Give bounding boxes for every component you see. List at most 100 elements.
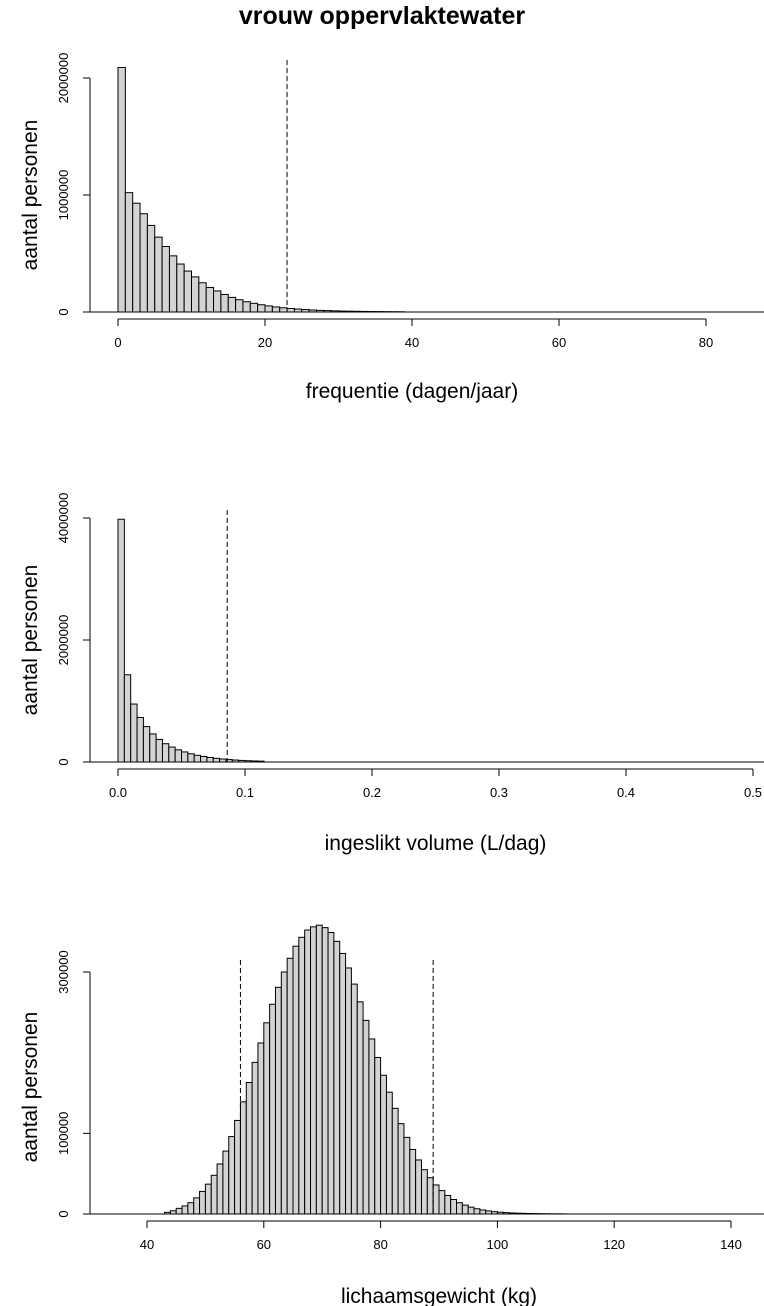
histogram-bar: [415, 1159, 422, 1215]
x-tick-label: 0.0: [109, 785, 127, 800]
histogram-bar: [136, 716, 144, 763]
x-tick-label: 140: [720, 1237, 742, 1252]
x-tick-label: 0.5: [744, 785, 762, 800]
histogram-bar: [315, 924, 323, 1215]
y-tick-label: 4000000: [56, 493, 71, 544]
histogram-bar: [220, 293, 229, 313]
histogram-bar: [204, 1183, 212, 1215]
histogram-bar: [345, 967, 352, 1215]
x-tick-label: 60: [552, 335, 566, 350]
histogram-bar: [161, 743, 170, 763]
histogram-bar: [444, 1194, 452, 1215]
histogram-bar: [187, 1202, 195, 1215]
x-tick-label: 20: [258, 335, 272, 350]
x-axis-title: frequentie (dagen/jaar): [306, 380, 518, 403]
x-tick-label: 100: [487, 1237, 509, 1252]
histogram-bar: [245, 1082, 253, 1215]
histogram-bar: [176, 263, 185, 313]
histogram-bar: [391, 1107, 399, 1215]
x-tick-label: 120: [603, 1237, 625, 1252]
y-axis-title: aantal personen: [19, 120, 42, 271]
histogram-bar: [269, 1003, 276, 1215]
histogram-bar: [200, 756, 208, 763]
histogram-bar: [432, 1184, 440, 1215]
x-tick-label: 40: [405, 335, 419, 350]
histogram-bar: [271, 306, 281, 313]
histogram-bar: [132, 202, 141, 313]
histogram-bar: [239, 1101, 247, 1215]
y-tick-label: 0: [56, 758, 71, 765]
x-tick-label: 80: [699, 335, 713, 350]
x-tick-label: 0: [114, 335, 121, 350]
histogram-bar: [368, 1038, 376, 1215]
histogram-bar: [356, 1001, 364, 1215]
y-tick-label: 100000: [56, 1112, 71, 1155]
histogram-bar: [181, 1205, 189, 1215]
histogram-bar: [473, 1208, 481, 1215]
y-tick-label: 2000000: [56, 615, 71, 666]
y-tick-label: 300000: [56, 950, 71, 993]
histogram-bar: [227, 296, 237, 313]
histogram-bar: [155, 738, 163, 763]
histogram-bar: [479, 1209, 487, 1215]
histogram-bar: [213, 290, 222, 313]
histogram-bar: [146, 224, 156, 313]
histogram-bar: [216, 1163, 224, 1215]
histogram-bar: [274, 986, 282, 1215]
y-tick-label: 0: [56, 308, 71, 315]
histogram-bar: [183, 270, 192, 313]
x-axis-title: ingeslikt volume (L/dag): [325, 832, 547, 855]
histogram-bar: [350, 983, 358, 1215]
histogram-bar: [210, 1174, 218, 1215]
x-tick-label: 0.4: [617, 785, 635, 800]
histogram-bar: [385, 1091, 393, 1215]
histogram-bar: [249, 302, 259, 313]
y-tick-label: 2000000: [56, 53, 71, 104]
histogram-bar: [251, 1061, 259, 1215]
histogram-bar: [206, 756, 214, 763]
x-tick-label: 0.1: [236, 785, 254, 800]
histogram-bar: [117, 66, 126, 313]
histogram-bar: [168, 255, 178, 313]
histogram-bar: [191, 276, 200, 313]
x-tick-label: 0.3: [490, 785, 508, 800]
x-tick-label: 40: [140, 1237, 154, 1252]
histogram-bar: [212, 757, 221, 763]
histogram-bar: [409, 1148, 417, 1215]
histogram-bar: [130, 703, 138, 763]
histogram-bar: [438, 1190, 446, 1215]
histogram-bar: [154, 236, 163, 313]
x-tick-label: 60: [257, 1237, 271, 1252]
histogram-bar: [304, 929, 312, 1215]
histogram-bar: [420, 1169, 428, 1215]
histogram-bar: [161, 245, 170, 313]
histogram-bar: [467, 1206, 475, 1215]
y-axis-title: aantal personen: [19, 565, 42, 716]
histogram-bar: [450, 1198, 458, 1215]
histogram-bar: [321, 927, 329, 1215]
histogram-bar: [242, 301, 251, 313]
histogram-bar: [339, 952, 347, 1215]
histogram-bar: [235, 299, 244, 313]
histogram-bar: [123, 674, 132, 763]
histogram-bar: [228, 1136, 236, 1215]
histogram-bar: [174, 749, 182, 763]
histogram-bar: [333, 940, 341, 1215]
histogram-bar: [142, 726, 151, 763]
x-axis-title: lichaamsgewicht (kg): [341, 1285, 537, 1306]
histogram-bar: [193, 754, 202, 763]
histogram-bar: [280, 971, 288, 1215]
histogram-bar: [456, 1202, 463, 1215]
histogram-bar: [117, 518, 125, 763]
histogram-bar: [403, 1136, 411, 1215]
histogram-bar: [257, 304, 266, 313]
histogram-bar: [222, 1150, 230, 1215]
histogram-bar: [264, 305, 273, 313]
x-tick-label: 80: [373, 1237, 387, 1252]
histogram-bar: [124, 192, 134, 313]
histogram-bar: [286, 957, 294, 1215]
histogram-bar: [149, 733, 157, 763]
chart-title: vrouw oppervlaktewater: [238, 2, 526, 30]
histogram-bar: [263, 1022, 271, 1215]
histogram-bar: [286, 307, 295, 313]
